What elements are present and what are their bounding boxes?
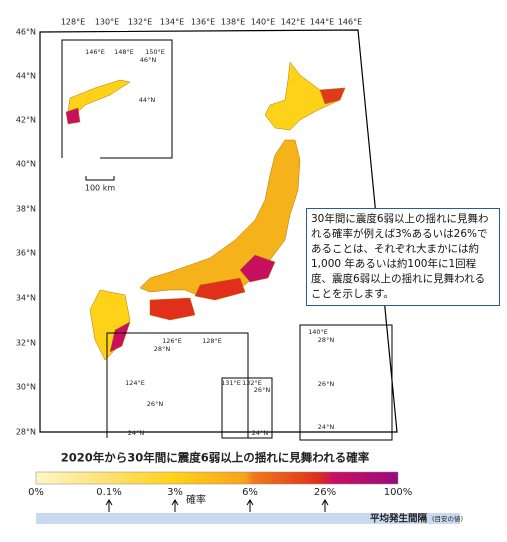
lat-label: 38°N [16, 205, 36, 214]
lat-label: 42°N [16, 116, 36, 125]
inset-label: 150°E [145, 48, 165, 56]
legend-title: 2020年から30年間に震度6弱以上の揺れに見舞われる確率 [61, 451, 370, 465]
period-title: 平均発生間隔 [370, 513, 428, 525]
inset-label: 128°E [202, 337, 222, 345]
inset-label: 46°N [140, 56, 157, 64]
inset-frames [61, 39, 393, 441]
lat-label: 32°N [16, 339, 36, 348]
lat-label: 40°N [16, 160, 36, 169]
scale-bar [85, 176, 115, 181]
colorbar-tick-label: 26% [314, 487, 336, 498]
lon-label: 142°E [281, 18, 305, 27]
period-arrow [246, 499, 254, 512]
period-arrow [171, 499, 179, 512]
lon-label: 134°E [160, 18, 184, 27]
inset-label: 126°E [162, 337, 182, 345]
inset-label: 146°E [85, 48, 105, 56]
inset-label: 131°E [221, 379, 241, 387]
inset-label: 28°N [318, 336, 335, 344]
inset-label: 132°E [242, 379, 262, 387]
colorbar-tick-label: 0.1% [96, 487, 121, 498]
period-arrow [105, 499, 113, 512]
inset-label: 26°N [254, 386, 271, 394]
scale-label: 100 km [85, 184, 115, 193]
inset-label: 140°E [308, 328, 328, 336]
colorbar-label: 確率 [186, 493, 206, 506]
lon-label: 130°E [95, 18, 119, 27]
lon-label: 144°E [310, 18, 334, 27]
lat-label: 30°N [16, 383, 36, 392]
inset-label: 148°E [114, 48, 134, 56]
colorbar-tick-label: 6% [242, 487, 258, 498]
inset-label: 24°N [128, 429, 145, 437]
inset-label: 44°N [139, 96, 156, 104]
land [65, 61, 346, 361]
inset-label: 26°N [318, 380, 335, 388]
inset-label: 24°N [318, 423, 335, 431]
period-note: (目安の値) [432, 514, 463, 523]
map-frame [39, 29, 398, 433]
lat-label: 34°N [16, 294, 36, 303]
lat-label: 28°N [16, 428, 36, 437]
colorbar-tick-label: 100% [384, 487, 413, 498]
inset-label: 124°E [125, 379, 145, 387]
colorbar-tick-label: 0% [28, 487, 44, 498]
period-arrow [321, 499, 329, 512]
period-band [36, 513, 460, 524]
inset-label: 28°N [154, 345, 171, 353]
lon-label: 136°E [191, 18, 215, 27]
inset-label: 26°N [147, 400, 164, 408]
annotation: 30年間に震度6弱以上の揺れに見舞われる確率が例えば3%あるいは26%であること… [306, 208, 500, 306]
colorbar [35, 471, 399, 485]
lon-label: 138°E [221, 18, 245, 27]
lat-label: 46°N [16, 28, 36, 37]
lat-label: 44°N [16, 72, 36, 81]
inset-label: 24°N [252, 429, 269, 437]
lat-label: 36°N [16, 249, 36, 258]
lon-label: 128°E [61, 18, 85, 27]
lon-label: 140°E [251, 18, 275, 27]
lon-label: 132°E [128, 18, 152, 27]
colorbar-tick-label: 3% [167, 487, 183, 498]
lon-label: 146°E [338, 18, 362, 27]
